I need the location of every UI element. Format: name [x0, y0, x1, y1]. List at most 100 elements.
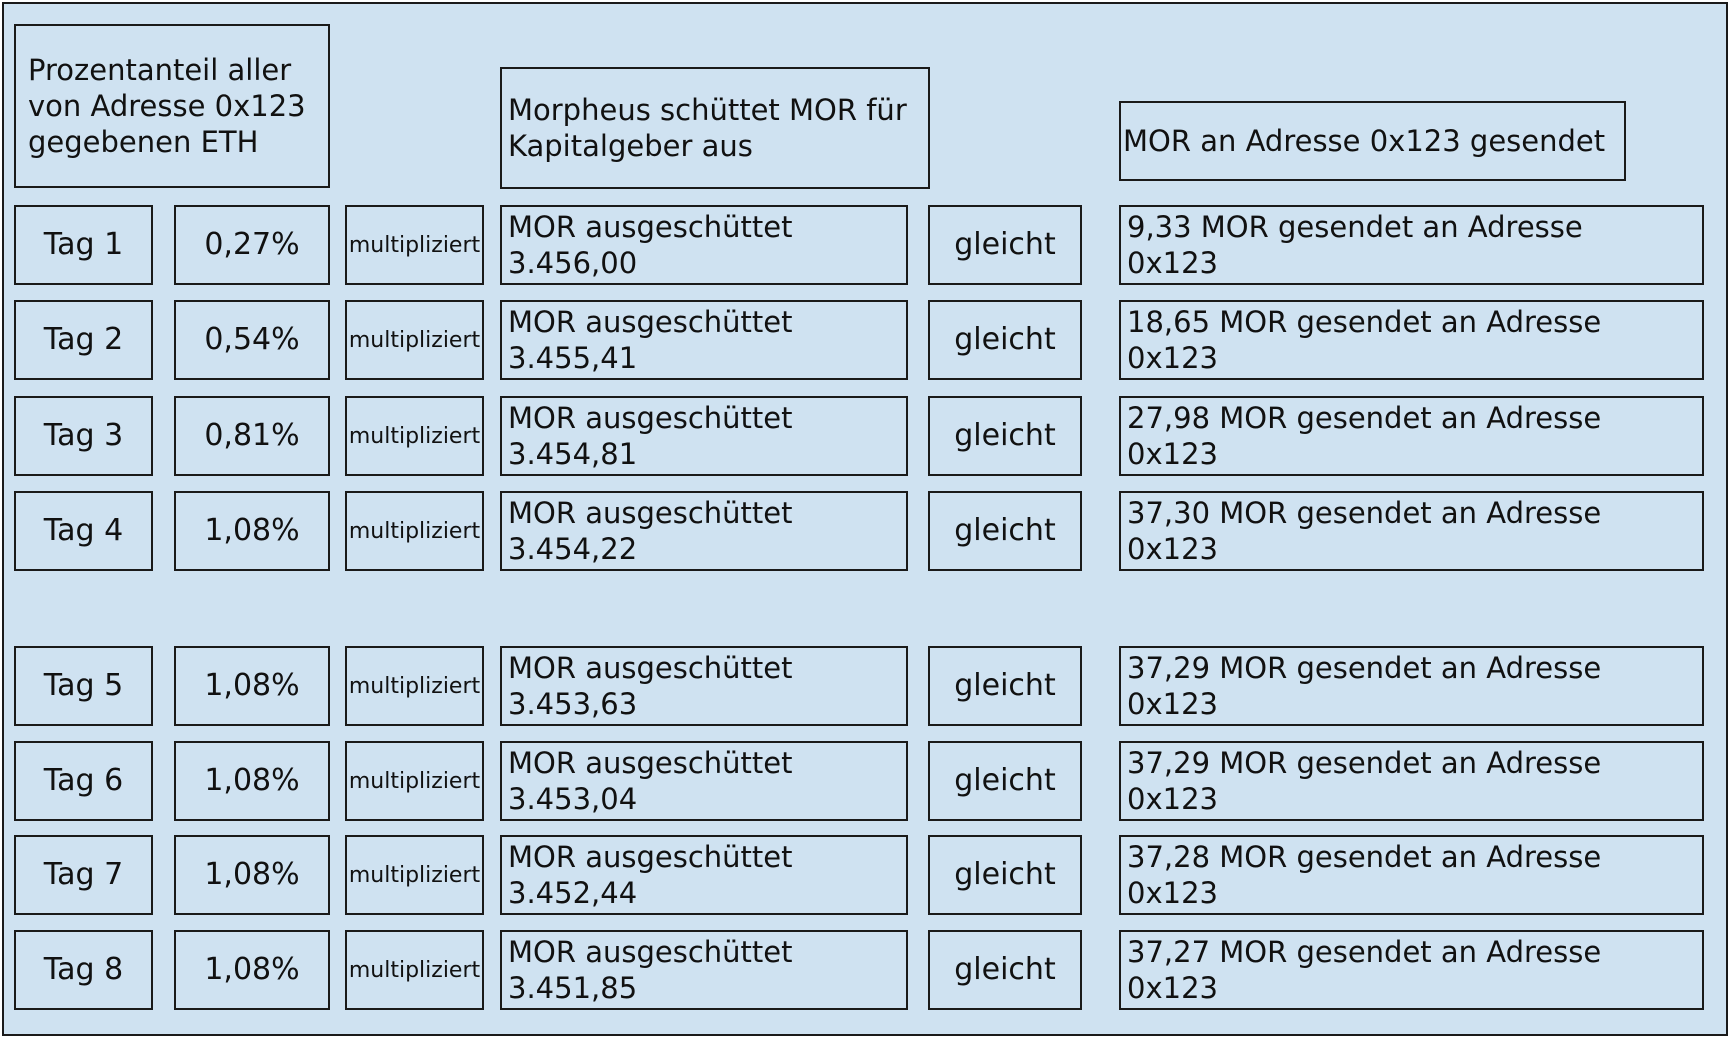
- row-8-sent-amount: 37,27 MOR gesendet an Adresse 0x123: [1127, 935, 1602, 1005]
- row-1-multiply-operator-box: multipliziert: [345, 205, 484, 285]
- row-4-multiply-operator-box: multipliziert: [345, 491, 484, 571]
- row-8-percent-value-box: 1,08%: [174, 930, 330, 1010]
- row-2-day-label: Tag 2: [43, 322, 124, 357]
- row-1-percent-value: 0,27%: [204, 227, 300, 262]
- row-1-equals-operator: gleicht: [954, 227, 1056, 262]
- row-7-sent-amount-box: 37,28 MOR gesendet an Adresse 0x123: [1119, 835, 1704, 915]
- row-6-percent-value: 1,08%: [204, 763, 300, 798]
- row-8-multiply-operator-box: multipliziert: [345, 930, 484, 1010]
- row-4-distributed-amount: MOR ausgeschüttet 3.454,22: [508, 496, 793, 566]
- row-5-day-label-box: Tag 5: [14, 646, 153, 726]
- row-2-day-label-box: Tag 2: [14, 300, 153, 380]
- row-2-multiply-operator: multipliziert: [348, 327, 481, 353]
- row-7-distributed-amount: MOR ausgeschüttet 3.452,44: [508, 840, 793, 910]
- header-sent-box: MOR an Adresse 0x123 gesendet: [1119, 101, 1626, 181]
- row-2-distributed-amount: MOR ausgeschüttet 3.455,41: [508, 305, 793, 375]
- row-6-equals-operator: gleicht: [954, 763, 1056, 798]
- row-1-day-label-box: Tag 1: [14, 205, 153, 285]
- row-6-day-label: Tag 6: [43, 763, 124, 798]
- row-8-distributed-amount-box: MOR ausgeschüttet 3.451,85: [500, 930, 908, 1010]
- row-6-multiply-operator-box: multipliziert: [345, 741, 484, 821]
- row-3-distributed-amount-box: MOR ausgeschüttet 3.454,81: [500, 396, 908, 476]
- row-2-multiply-operator-box: multipliziert: [345, 300, 484, 380]
- row-7-equals-operator: gleicht: [954, 857, 1056, 892]
- row-7-distributed-amount-box: MOR ausgeschüttet 3.452,44: [500, 835, 908, 915]
- row-6-distributed-amount-box: MOR ausgeschüttet 3.453,04: [500, 741, 908, 821]
- header-sent-label: MOR an Adresse 0x123 gesendet: [1123, 124, 1606, 158]
- row-5-distributed-amount: MOR ausgeschüttet 3.453,63: [508, 651, 793, 721]
- row-5-equals-operator: gleicht: [954, 668, 1056, 703]
- row-3-percent-value: 0,81%: [204, 418, 300, 453]
- row-3-multiply-operator-box: multipliziert: [345, 396, 484, 476]
- row-5-equals-operator-box: gleicht: [928, 646, 1082, 726]
- header-payout-label: Morpheus schüttet MOR für Kapitalgeber a…: [508, 93, 907, 163]
- row-8-day-label-box: Tag 8: [14, 930, 153, 1010]
- row-7-day-label: Tag 7: [43, 857, 124, 892]
- row-3-equals-operator-box: gleicht: [928, 396, 1082, 476]
- row-1-percent-value-box: 0,27%: [174, 205, 330, 285]
- row-4-percent-value-box: 1,08%: [174, 491, 330, 571]
- row-8-day-label: Tag 8: [43, 952, 124, 987]
- row-8-equals-operator-box: gleicht: [928, 930, 1082, 1010]
- row-3-day-label-box: Tag 3: [14, 396, 153, 476]
- row-4-day-label: Tag 4: [43, 513, 124, 548]
- row-6-distributed-amount: MOR ausgeschüttet 3.453,04: [508, 746, 793, 816]
- row-1-sent-amount-box: 9,33 MOR gesendet an Adresse 0x123: [1119, 205, 1704, 285]
- row-6-multiply-operator: multipliziert: [348, 768, 481, 794]
- row-7-day-label-box: Tag 7: [14, 835, 153, 915]
- row-4-equals-operator-box: gleicht: [928, 491, 1082, 571]
- row-3-percent-value-box: 0,81%: [174, 396, 330, 476]
- row-7-multiply-operator-box: multipliziert: [345, 835, 484, 915]
- row-3-multiply-operator: multipliziert: [348, 423, 481, 449]
- row-1-day-label: Tag 1: [43, 227, 124, 262]
- row-1-distributed-amount-box: MOR ausgeschüttet 3.456,00: [500, 205, 908, 285]
- row-2-percent-value-box: 0,54%: [174, 300, 330, 380]
- row-5-multiply-operator-box: multipliziert: [345, 646, 484, 726]
- row-5-sent-amount: 37,29 MOR gesendet an Adresse 0x123: [1127, 651, 1602, 721]
- row-7-percent-value: 1,08%: [204, 857, 300, 892]
- row-2-equals-operator: gleicht: [954, 322, 1056, 357]
- row-2-distributed-amount-box: MOR ausgeschüttet 3.455,41: [500, 300, 908, 380]
- row-3-distributed-amount: MOR ausgeschüttet 3.454,81: [508, 401, 793, 471]
- row-7-equals-operator-box: gleicht: [928, 835, 1082, 915]
- row-3-sent-amount: 27,98 MOR gesendet an Adresse 0x123: [1127, 401, 1602, 471]
- header-payout-box: Morpheus schüttet MOR für Kapitalgeber a…: [500, 67, 930, 189]
- row-4-percent-value: 1,08%: [204, 513, 300, 548]
- row-5-sent-amount-box: 37,29 MOR gesendet an Adresse 0x123: [1119, 646, 1704, 726]
- row-4-sent-amount-box: 37,30 MOR gesendet an Adresse 0x123: [1119, 491, 1704, 571]
- row-8-equals-operator: gleicht: [954, 952, 1056, 987]
- row-4-day-label-box: Tag 4: [14, 491, 153, 571]
- row-5-distributed-amount-box: MOR ausgeschüttet 3.453,63: [500, 646, 908, 726]
- row-2-sent-amount: 18,65 MOR gesendet an Adresse 0x123: [1127, 305, 1602, 375]
- row-3-sent-amount-box: 27,98 MOR gesendet an Adresse 0x123: [1119, 396, 1704, 476]
- row-6-equals-operator-box: gleicht: [928, 741, 1082, 821]
- row-4-sent-amount: 37,30 MOR gesendet an Adresse 0x123: [1127, 496, 1602, 566]
- row-5-day-label: Tag 5: [43, 668, 124, 703]
- row-2-percent-value: 0,54%: [204, 322, 300, 357]
- row-1-sent-amount: 9,33 MOR gesendet an Adresse 0x123: [1127, 210, 1583, 280]
- row-3-equals-operator: gleicht: [954, 418, 1056, 453]
- row-1-equals-operator-box: gleicht: [928, 205, 1082, 285]
- row-5-percent-value: 1,08%: [204, 668, 300, 703]
- row-2-equals-operator-box: gleicht: [928, 300, 1082, 380]
- row-8-percent-value: 1,08%: [204, 952, 300, 987]
- row-1-multiply-operator: multipliziert: [348, 232, 481, 258]
- header-share-box: Prozentanteil aller von Adresse 0x123 ge…: [14, 24, 330, 188]
- row-7-percent-value-box: 1,08%: [174, 835, 330, 915]
- row-4-equals-operator: gleicht: [954, 513, 1056, 548]
- row-6-sent-amount: 37,29 MOR gesendet an Adresse 0x123: [1127, 746, 1602, 816]
- row-1-distributed-amount: MOR ausgeschüttet 3.456,00: [508, 210, 793, 280]
- row-8-distributed-amount: MOR ausgeschüttet 3.451,85: [508, 935, 793, 1005]
- row-4-multiply-operator: multipliziert: [348, 518, 481, 544]
- row-6-day-label-box: Tag 6: [14, 741, 153, 821]
- header-share-label: Prozentanteil aller von Adresse 0x123 ge…: [28, 53, 306, 159]
- row-6-sent-amount-box: 37,29 MOR gesendet an Adresse 0x123: [1119, 741, 1704, 821]
- row-5-multiply-operator: multipliziert: [348, 673, 481, 699]
- row-2-sent-amount-box: 18,65 MOR gesendet an Adresse 0x123: [1119, 300, 1704, 380]
- row-8-sent-amount-box: 37,27 MOR gesendet an Adresse 0x123: [1119, 930, 1704, 1010]
- row-3-day-label: Tag 3: [43, 418, 124, 453]
- row-4-distributed-amount-box: MOR ausgeschüttet 3.454,22: [500, 491, 908, 571]
- row-7-multiply-operator: multipliziert: [348, 862, 481, 888]
- row-7-sent-amount: 37,28 MOR gesendet an Adresse 0x123: [1127, 840, 1602, 910]
- row-6-percent-value-box: 1,08%: [174, 741, 330, 821]
